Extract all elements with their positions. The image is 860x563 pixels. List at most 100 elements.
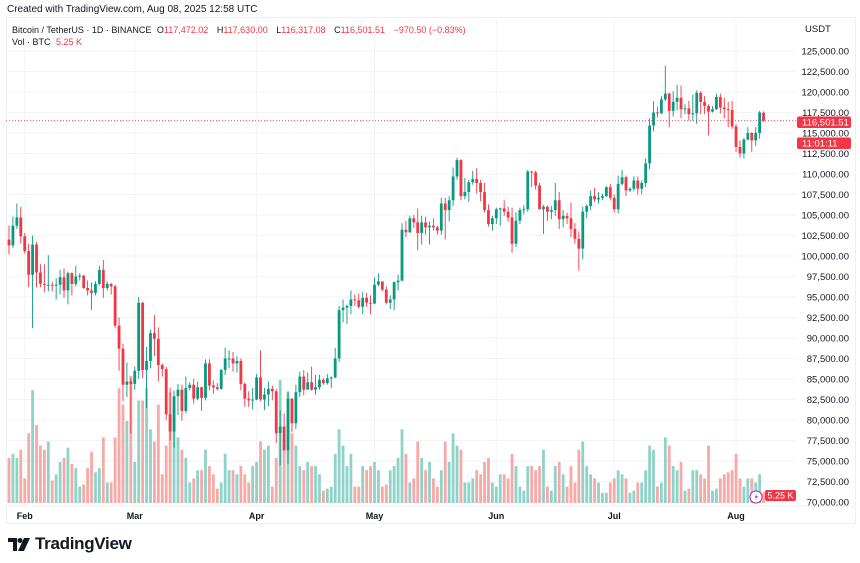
candle-body[interactable] [266, 388, 270, 395]
candle-body[interactable] [546, 206, 549, 212]
candle-body[interactable] [310, 382, 314, 390]
candle-body[interactable] [208, 363, 211, 386]
candle-body[interactable] [742, 139, 746, 154]
candle-body[interactable] [534, 172, 538, 186]
candle-body[interactable] [601, 196, 604, 198]
candle-body[interactable] [121, 348, 125, 385]
candle-body[interactable] [219, 369, 223, 389]
candle-body[interactable] [463, 192, 467, 197]
candle-body[interactable] [557, 200, 561, 220]
candle-body[interactable] [274, 391, 278, 434]
candle-body[interactable] [624, 177, 628, 191]
candle-body[interactable] [42, 283, 46, 285]
candle-body[interactable] [227, 358, 231, 360]
candle-body[interactable] [97, 269, 101, 284]
candle-body[interactable] [117, 325, 121, 349]
candle-body[interactable] [738, 146, 742, 154]
candle-body[interactable] [23, 236, 27, 252]
candle-body[interactable] [215, 387, 219, 389]
candle-body[interactable] [200, 387, 203, 398]
candle-body[interactable] [408, 218, 412, 233]
candle-body[interactable] [506, 211, 510, 218]
candle-body[interactable] [443, 203, 447, 211]
candle-body[interactable] [192, 384, 196, 399]
candle-body[interactable] [380, 281, 384, 290]
candle-body[interactable] [695, 92, 699, 114]
candle-body[interactable] [259, 377, 262, 400]
candle-body[interactable] [644, 163, 648, 184]
candle-body[interactable] [50, 284, 54, 286]
candle-body[interactable] [353, 299, 357, 301]
candle-body[interactable] [396, 280, 400, 283]
candle-body[interactable] [314, 387, 317, 390]
candle-body[interactable] [640, 183, 644, 189]
lightning-icon[interactable] [749, 490, 763, 504]
candle-body[interactable] [365, 297, 369, 303]
candle-body[interactable] [278, 426, 282, 434]
candle-body[interactable] [577, 238, 581, 249]
candle-body[interactable] [683, 108, 687, 110]
candle-body[interactable] [361, 297, 365, 307]
candle-body[interactable] [153, 333, 156, 339]
candle-body[interactable] [432, 225, 435, 228]
candle-body[interactable] [251, 399, 255, 401]
candle-body[interactable] [471, 178, 475, 183]
candle-body[interactable] [78, 275, 82, 277]
candle-body[interactable] [109, 283, 113, 287]
candle-body[interactable] [502, 208, 506, 212]
candle-body[interactable] [211, 385, 215, 388]
candle-body[interactable] [333, 358, 337, 378]
candle-body[interactable] [62, 277, 66, 291]
candle-body[interactable] [553, 200, 557, 211]
candle-body[interactable] [467, 182, 471, 193]
candle-body[interactable] [487, 210, 490, 225]
candle-body[interactable] [451, 176, 455, 201]
candle-body[interactable] [270, 388, 274, 392]
candle-body[interactable] [565, 215, 569, 219]
candle-body[interactable] [204, 363, 207, 398]
candle-body[interactable] [730, 110, 734, 127]
candle-body[interactable] [699, 92, 703, 102]
candle-body[interactable] [86, 287, 89, 291]
candle-body[interactable] [435, 227, 439, 231]
candle-body[interactable] [447, 200, 451, 211]
candle-body[interactable] [11, 225, 15, 246]
candle-body[interactable] [581, 211, 585, 249]
candle-body[interactable] [722, 107, 726, 110]
candle-body[interactable] [223, 358, 227, 370]
candle-body[interactable] [46, 284, 50, 286]
candle-body[interactable] [569, 218, 573, 229]
candle-body[interactable] [172, 396, 176, 432]
candle-body[interactable] [652, 112, 655, 126]
candle-body[interactable] [306, 382, 310, 390]
candle-body[interactable] [325, 378, 329, 384]
candle-body[interactable] [235, 360, 239, 364]
candle-body[interactable] [412, 218, 416, 223]
candle-body[interactable] [263, 394, 266, 400]
candle-body[interactable] [337, 310, 341, 359]
candle-body[interactable] [302, 376, 306, 390]
candle-body[interactable] [164, 369, 168, 415]
candle-body[interactable] [542, 206, 545, 210]
candle-body[interactable] [290, 398, 294, 424]
candle-body[interactable] [133, 370, 137, 384]
candle-body[interactable] [679, 97, 683, 110]
candle-body[interactable] [608, 187, 612, 198]
symbol-info[interactable]: Bitcoin / TetherUS · 1D · BINANCE [12, 25, 152, 35]
candle-body[interactable] [416, 222, 420, 234]
candle-body[interactable] [746, 133, 750, 140]
candle-body[interactable] [616, 183, 620, 210]
candle-body[interactable] [137, 302, 141, 371]
candle-body[interactable] [19, 217, 23, 237]
candle-body[interactable] [530, 171, 534, 173]
candle-body[interactable] [373, 284, 376, 304]
candle-body[interactable] [754, 133, 758, 141]
candle-body[interactable] [518, 210, 522, 221]
candle-body[interactable] [734, 126, 738, 147]
candle-body[interactable] [667, 93, 671, 111]
candle-body[interactable] [231, 358, 235, 364]
candle-body[interactable] [105, 283, 109, 288]
candle-body[interactable] [294, 392, 298, 424]
candle-body[interactable] [479, 183, 482, 193]
